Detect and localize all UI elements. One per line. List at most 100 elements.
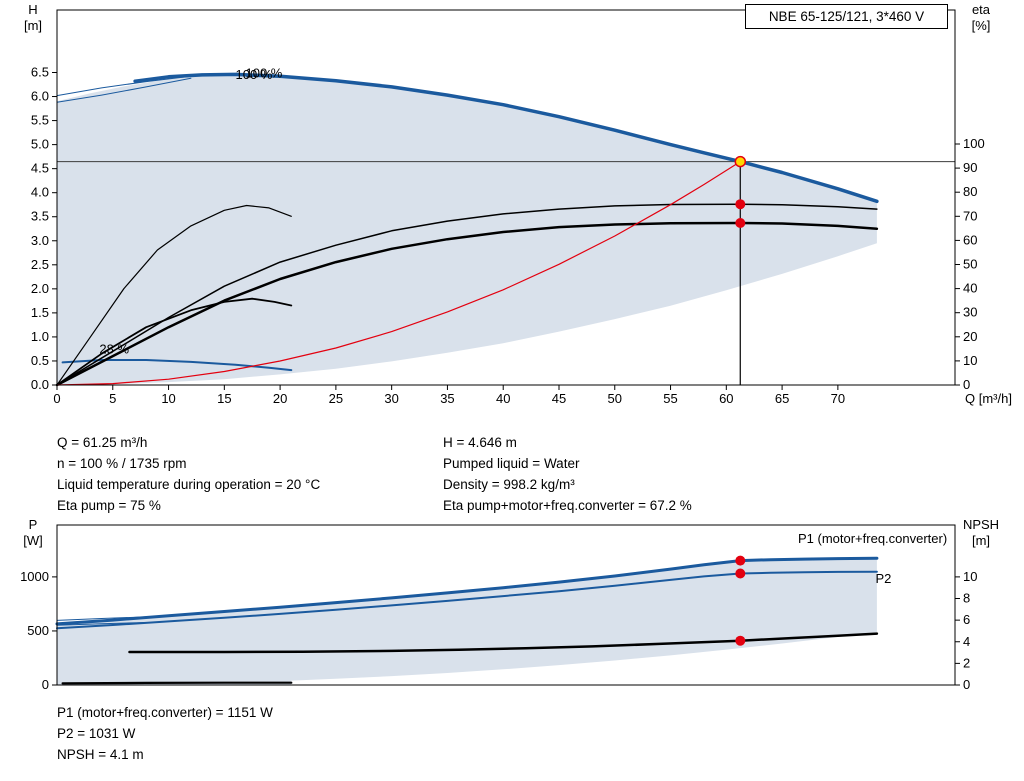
p2-curve-tolerance bbox=[56, 622, 147, 626]
y-left-axis-title: P bbox=[29, 517, 38, 532]
eta-pump-text: Eta pump = 75 % bbox=[57, 498, 161, 513]
p2-point bbox=[735, 568, 746, 579]
duty-head-text: H = 4.646 m bbox=[443, 435, 517, 450]
eta-total-text: Eta pump+motor+freq.converter = 67.2 % bbox=[443, 498, 692, 513]
y-left-axis-title: [W] bbox=[23, 533, 43, 548]
y-left-tick-label: 4.0 bbox=[31, 185, 49, 200]
x-tick-label: 70 bbox=[831, 391, 845, 406]
p2-label: P2 bbox=[875, 571, 891, 586]
pump-curve-100 bbox=[133, 72, 879, 204]
x-tick-label: 45 bbox=[552, 391, 566, 406]
x-tick-label: 30 bbox=[384, 391, 398, 406]
y-right-tick-label: 70 bbox=[963, 208, 977, 223]
duty-speed-text: n = 100 % / 1735 rpm bbox=[57, 456, 187, 471]
plot-border bbox=[56, 524, 956, 686]
pump-title-box: NBE 65-125/121, 3*460 V bbox=[745, 4, 948, 29]
duty-info-left: Q = 61.25 m³/h n = 100 % / 1735 rpm Liqu… bbox=[57, 432, 320, 516]
p1-curve bbox=[55, 556, 879, 626]
pumped-liquid-text: Pumped liquid = Water bbox=[443, 456, 580, 471]
y-right-tick-label: 2 bbox=[963, 655, 970, 670]
y-right-tick-label: 6 bbox=[963, 612, 970, 627]
x-tick-label: 5 bbox=[109, 391, 116, 406]
y-right-tick-label: 8 bbox=[963, 591, 970, 606]
y-left-axis-title: H bbox=[28, 2, 37, 17]
pump-title: NBE 65-125/121, 3*460 V bbox=[768, 9, 925, 24]
y-left-tick-label: 5.5 bbox=[31, 113, 49, 128]
y-left-tick-label: 1.5 bbox=[31, 305, 49, 320]
hq-chart: 0 5 10 15 20 25 30 35 40 45 50 55 60 65 70 0.0 0.5 1.0 1.5… bbox=[24, 2, 1012, 406]
x-tick-label: 35 bbox=[440, 391, 454, 406]
y-right-tick-label: 10 bbox=[963, 569, 977, 584]
y-right-tick-label: 10 bbox=[963, 353, 977, 368]
y-left-tick-label: 2.5 bbox=[31, 257, 49, 272]
y-right-tick-label: 80 bbox=[963, 184, 977, 199]
eta-total-point bbox=[735, 218, 746, 228]
y-left-tick-label: 3.5 bbox=[31, 209, 49, 224]
y-right-tick-label: 4 bbox=[963, 634, 970, 649]
y-left-tick-label: 1.0 bbox=[31, 329, 49, 344]
p2-value-text: P2 = 1031 W bbox=[57, 726, 136, 741]
liquid-temp-text: Liquid temperature during operation = 20… bbox=[57, 477, 321, 492]
x-tick-label: 25 bbox=[329, 391, 343, 406]
y-right-tick-label: 60 bbox=[963, 232, 977, 247]
plot-border bbox=[56, 9, 956, 386]
y-left-tick-label: 5.0 bbox=[31, 137, 49, 152]
x-tick-label: 55 bbox=[663, 391, 677, 406]
pump-curve-tolerance-upper bbox=[56, 74, 203, 97]
x-tick-label: 10 bbox=[161, 391, 175, 406]
y-left-tick-label: 500 bbox=[27, 623, 49, 638]
p1-point bbox=[735, 555, 746, 566]
p2-curve bbox=[56, 570, 878, 630]
affinity-curve bbox=[56, 161, 741, 386]
pump-curve-28 bbox=[61, 359, 293, 372]
y-right-tick-label: 20 bbox=[963, 329, 977, 344]
x-tick-label: 40 bbox=[496, 391, 510, 406]
y-left-tick-label: 0.5 bbox=[31, 353, 49, 368]
p1-curve-tolerance bbox=[56, 616, 147, 621]
speed-label-100: 100 % bbox=[236, 67, 273, 82]
y-left-tick-label: 6.5 bbox=[31, 65, 49, 80]
y-left-tick-label: 2.0 bbox=[31, 281, 49, 296]
eta-pump-curve-reduced bbox=[56, 204, 292, 386]
speed-label-100-overlap: 100 % bbox=[246, 65, 283, 80]
speed-label-28: 28 % bbox=[99, 341, 129, 356]
y-left-tick-label: 6.0 bbox=[31, 89, 49, 104]
y-right-tick-label: 30 bbox=[963, 305, 977, 320]
power-info: P1 (motor+freq.converter) = 1151 W P2 = … bbox=[57, 702, 273, 765]
npsh-value-text: NPSH = 4.1 m bbox=[57, 747, 144, 762]
eta-pump-curve bbox=[56, 203, 878, 386]
y-right-axis-title: NPSH bbox=[963, 517, 999, 532]
eta-total-curve bbox=[55, 221, 879, 387]
y-left-tick-label: 4.5 bbox=[31, 161, 49, 176]
x-tick-label: 60 bbox=[719, 391, 733, 406]
duty-flow-text: Q = 61.25 m³/h bbox=[57, 435, 148, 450]
x-tick-label: 15 bbox=[217, 391, 231, 406]
y-right-tick-label: 40 bbox=[963, 281, 977, 296]
p1-value-text: P1 (motor+freq.converter) = 1151 W bbox=[57, 705, 273, 720]
npsh-curve bbox=[128, 632, 879, 654]
y-left-tick-label: 0 bbox=[42, 677, 49, 692]
y-left-tick-label: 1000 bbox=[20, 569, 49, 584]
x-tick-label: 0 bbox=[53, 391, 60, 406]
x-axis-title: Q [m³/h] bbox=[965, 391, 1012, 406]
operating-range-envelope bbox=[57, 74, 877, 386]
y-right-axis-title: [%] bbox=[972, 18, 991, 33]
low-speed-power-curve bbox=[61, 681, 293, 685]
density-text: Density = 998.2 kg/m³ bbox=[443, 477, 575, 492]
y-right-tick-label: 90 bbox=[963, 160, 977, 175]
operating-range-envelope bbox=[57, 558, 877, 685]
eta-total-curve-reduced bbox=[56, 297, 293, 386]
x-tick-label: 50 bbox=[608, 391, 622, 406]
y-left-tick-label: 3.0 bbox=[31, 233, 49, 248]
y-right-tick-label: 0 bbox=[963, 677, 970, 692]
y-left-axis-title: [m] bbox=[24, 18, 42, 33]
x-tick-label: 20 bbox=[273, 391, 287, 406]
duty-info-right: H = 4.646 m Pumped liquid = Water Densit… bbox=[443, 432, 692, 516]
y-right-axis-title: [m] bbox=[972, 533, 990, 548]
x-tick-label: 65 bbox=[775, 391, 789, 406]
p1-label: P1 (motor+freq.converter) bbox=[798, 531, 947, 546]
y-right-tick-label: 0 bbox=[963, 377, 970, 392]
y-right-axis-title: eta bbox=[972, 2, 991, 17]
pump-curve-tolerance-lower bbox=[56, 77, 192, 103]
